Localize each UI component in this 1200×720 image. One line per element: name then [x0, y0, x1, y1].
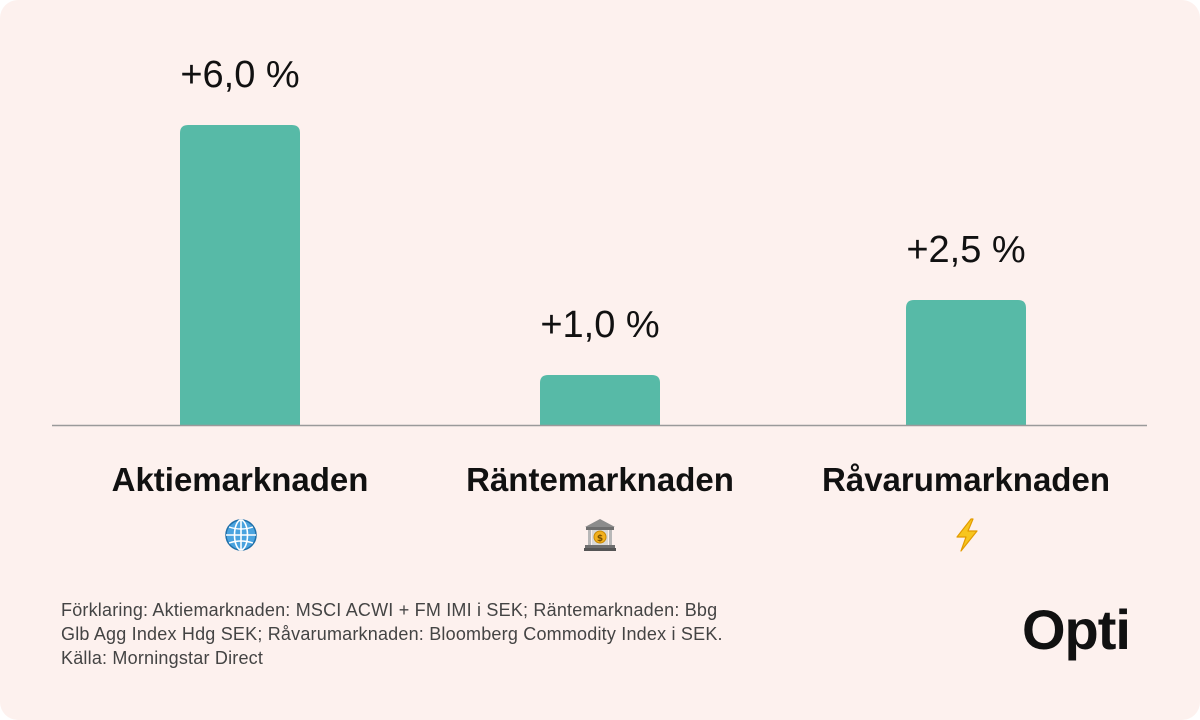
svg-text:$: $ — [597, 534, 603, 544]
footnote-line-3: Källa: Morningstar Direct — [61, 648, 264, 668]
bank-icon: $ — [584, 519, 616, 551]
footnote: Förklaring: Aktiemarknaden: MSCI ACWI + … — [61, 598, 921, 670]
bar-aktiemarknaden — [180, 125, 300, 425]
value-label-räntemarknaden: +1,0 % — [540, 304, 659, 346]
footnote-line-2: Glb Agg Index Hdg SEK; Råvarumarknaden: … — [61, 624, 723, 644]
lightning-icon — [956, 518, 978, 552]
value-label-råvarumarknaden: +2,5 % — [906, 229, 1025, 271]
category-label-råvarumarknaden: Råvarumarknaden — [822, 461, 1110, 498]
opti-logo: Opti — [1022, 590, 1142, 670]
category-label-aktiemarknaden: Aktiemarknaden — [112, 461, 369, 498]
value-label-aktiemarknaden: +6,0 % — [180, 54, 299, 96]
globe-icon — [225, 519, 257, 551]
logo-text: Opti — [1022, 598, 1131, 661]
bar-råvarumarknaden — [906, 300, 1026, 425]
footnote-line-1: Förklaring: Aktiemarknaden: MSCI ACWI + … — [61, 600, 718, 620]
bar-räntemarknaden — [540, 375, 660, 425]
category-label-räntemarknaden: Räntemarknaden — [466, 461, 734, 498]
bar-chart: +6,0 % Aktiemarknaden +1,0 % Räntemarknaden… — [52, 54, 1147, 498]
